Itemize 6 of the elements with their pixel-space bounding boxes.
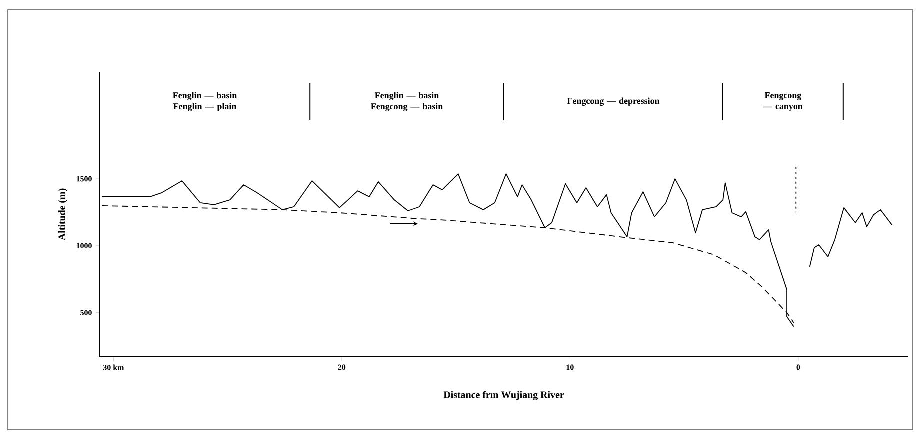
y-axis-title: Altitude (m) xyxy=(58,188,68,241)
annotation: Fengcong — canyon xyxy=(763,92,803,112)
annotation: Fengcong — depression xyxy=(567,98,660,106)
x-axis-title: Distance frm Wujiang River xyxy=(444,391,564,400)
annotation: Fenglin — basin Fengcong — basin xyxy=(371,92,443,112)
annotation: Fenglin — basin Fenglin — plain xyxy=(173,92,238,112)
